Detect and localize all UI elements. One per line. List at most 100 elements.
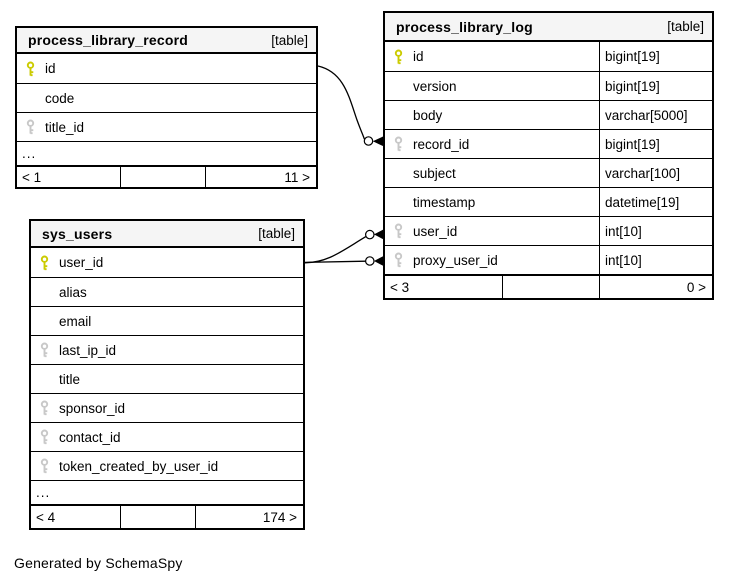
column-rows: id code title_id... [17, 54, 316, 165]
primary-key-icon [25, 61, 36, 77]
column-row-record_id: record_id bigint[19] [385, 129, 712, 158]
foreign-key-icon [39, 429, 50, 445]
column-row-contact_id: contact_id [31, 422, 303, 451]
column-row-title_id: title_id [17, 112, 316, 141]
column-row-id: id [17, 54, 316, 83]
ellipsis-label: ... [22, 146, 37, 161]
ellipsis-label: ... [36, 485, 51, 500]
table-type-tag: [table] [258, 226, 295, 241]
foreign-key-icon [25, 119, 36, 135]
key-spacer [393, 107, 404, 123]
column-rows: id bigint[19] version bigint[19] body varchar… [385, 42, 712, 274]
column-name: contact_id [59, 429, 121, 445]
crow-foot-arrow [372, 136, 384, 147]
key-spacer [39, 371, 50, 387]
table-header: process_library_record [table] [17, 28, 316, 54]
table-title[interactable]: process_library_log [396, 18, 533, 35]
parents-count: 174 > [195, 506, 303, 528]
relationship-record-id-to-log-record-id [317, 65, 384, 147]
column-type: bigint[19] [605, 49, 660, 64]
relationship-users-user-id-to-log-proxy-user-id [304, 256, 384, 266]
table-footer: < 4 174 > [31, 504, 303, 528]
column-name: token_created_by_user_id [59, 458, 219, 474]
column-name: id [45, 61, 56, 76]
column-type: bigint[19] [605, 78, 660, 94]
ellipsis-row: ... [17, 141, 316, 165]
zero-or-more-circle [363, 136, 374, 146]
column-name: user_id [59, 255, 104, 270]
column-name: email [59, 313, 92, 329]
key-spacer [25, 90, 36, 106]
foreign-key-icon [39, 400, 50, 416]
column-name: proxy_user_id [413, 246, 600, 274]
column-name: body [413, 101, 600, 129]
foreign-key-icon [39, 342, 50, 358]
column-name: id [413, 42, 600, 71]
column-name: title [59, 371, 81, 387]
children-count: < 1 [22, 169, 42, 185]
column-name: version [413, 72, 600, 100]
column-name: subject [413, 159, 600, 187]
column-row-timestamp: timestamp datetime[19] [385, 187, 712, 216]
column-type: int[10] [605, 252, 642, 268]
footer-spacer-cell [502, 276, 599, 298]
column-type: datetime[19] [605, 194, 680, 210]
table-title[interactable]: sys_users [42, 225, 113, 242]
column-name: last_ip_id [59, 342, 117, 358]
column-name: code [45, 90, 75, 106]
footer-spacer-cell [120, 167, 205, 187]
foreign-key-icon [393, 252, 404, 268]
primary-key-icon [393, 49, 404, 65]
table-title[interactable]: process_library_record [28, 32, 189, 48]
column-row-title: title [31, 364, 303, 393]
parents-count: 0 > [599, 276, 712, 298]
column-name: alias [59, 284, 87, 300]
key-spacer [39, 313, 50, 329]
table-footer: < 3 0 > [385, 274, 712, 298]
table-footer: < 1 11 > [17, 165, 316, 187]
column-row-id: id bigint[19] [385, 42, 712, 71]
generated-by-note: Generated by SchemaSpy [14, 555, 183, 571]
key-spacer [39, 284, 50, 300]
table-type-tag: [table] [667, 19, 704, 34]
column-row-last_ip_id: last_ip_id [31, 335, 303, 364]
column-name: record_id [413, 130, 600, 158]
column-row-proxy_user_id: proxy_user_id int[10] [385, 245, 712, 274]
column-type: varchar[100] [605, 165, 681, 181]
parents-count: 11 > [205, 167, 316, 187]
column-row-version: version bigint[19] [385, 71, 712, 100]
foreign-key-icon [393, 136, 404, 152]
key-spacer [393, 194, 404, 210]
column-type: varchar[5000] [605, 107, 688, 123]
table-header: sys_users [table] [31, 221, 303, 248]
relationship-users-user-id-to-log-user-id [304, 229, 384, 264]
column-row-email: email [31, 306, 303, 335]
children-count: < 4 [36, 509, 56, 525]
primary-key-icon [39, 255, 50, 271]
table-process-library-log: process_library_log [table] id bigint[19]… [383, 11, 714, 300]
column-type: int[10] [605, 223, 642, 239]
column-row-code: code [17, 83, 316, 112]
table-process-library-record: process_library_record [table] id code tit… [15, 26, 318, 189]
column-name: user_id [413, 217, 600, 245]
key-spacer [393, 165, 404, 181]
column-row-alias: alias [31, 277, 303, 306]
ellipsis-row: ... [31, 480, 303, 504]
column-row-user_id: user_id [31, 248, 303, 277]
foreign-key-icon [39, 458, 50, 474]
column-type: bigint[19] [605, 136, 660, 152]
column-name: timestamp [413, 188, 600, 216]
key-spacer [393, 78, 404, 94]
column-row-user_id: user_id int[10] [385, 216, 712, 245]
zero-or-more-circle [364, 256, 375, 266]
column-name: title_id [45, 119, 85, 135]
children-count: < 3 [390, 279, 410, 295]
column-name: sponsor_id [59, 400, 126, 416]
table-header: process_library_log [table] [385, 13, 712, 42]
zero-or-more-circle [364, 229, 375, 240]
column-row-token_created_by_user_id: token_created_by_user_id [31, 451, 303, 480]
column-row-sponsor_id: sponsor_id [31, 393, 303, 422]
